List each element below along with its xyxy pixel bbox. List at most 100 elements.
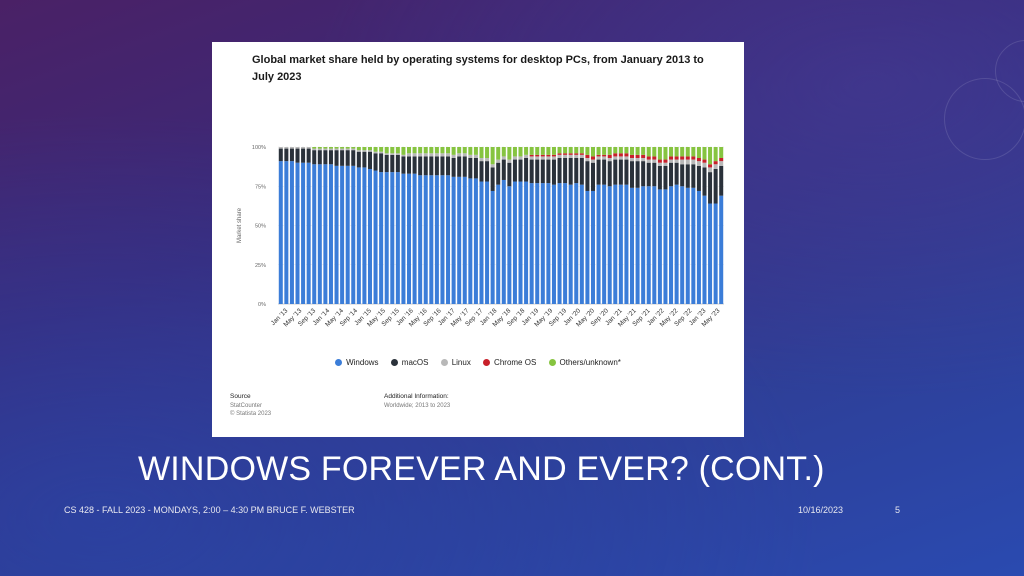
bar-segment bbox=[468, 178, 473, 304]
bar-segment bbox=[312, 148, 317, 151]
bar-segment bbox=[657, 159, 662, 163]
bar-segment bbox=[568, 154, 573, 158]
legend-swatch bbox=[483, 359, 491, 366]
bar-segment bbox=[696, 165, 701, 191]
bar-segment bbox=[379, 153, 384, 173]
bar-segment bbox=[518, 159, 523, 182]
bar-segment bbox=[490, 190, 495, 304]
bar-segment bbox=[696, 190, 701, 304]
bar-segment bbox=[462, 156, 467, 177]
bar-segment bbox=[401, 173, 406, 304]
bar-segment bbox=[390, 172, 395, 304]
bar-segment bbox=[423, 156, 428, 176]
additional-info-heading: Additional Information: bbox=[384, 393, 449, 400]
bar-segment bbox=[641, 154, 646, 158]
bar-segment bbox=[719, 161, 724, 166]
legend-label: Chrome OS bbox=[494, 358, 537, 367]
bar-segment bbox=[429, 175, 434, 304]
bar-segment bbox=[708, 203, 713, 304]
bar-segment bbox=[446, 147, 451, 154]
footer-course-info: CS 428 - FALL 2023 - MONDAYS, 2:00 – 4:3… bbox=[64, 505, 355, 515]
bar-segment bbox=[546, 183, 551, 304]
bar-segment bbox=[462, 176, 467, 304]
bar-segment bbox=[585, 190, 590, 304]
bar-segment bbox=[295, 148, 300, 163]
legend-label: Others/unknown* bbox=[559, 358, 621, 367]
bar-segment bbox=[719, 195, 724, 304]
bar-segment bbox=[395, 154, 400, 173]
bar-segment bbox=[646, 186, 651, 304]
y-tick-label: 100% bbox=[252, 145, 266, 151]
bar-segment bbox=[317, 148, 322, 151]
bar-segment bbox=[468, 157, 473, 179]
bar-segment bbox=[373, 147, 378, 152]
bar-segment bbox=[457, 147, 462, 154]
bar-segment bbox=[663, 162, 668, 166]
bar-segment bbox=[490, 167, 495, 191]
bar-segment bbox=[613, 156, 618, 160]
bar-segment bbox=[702, 147, 707, 160]
bar-segment bbox=[613, 159, 618, 185]
bar-segment bbox=[590, 159, 595, 163]
bar-segment bbox=[373, 170, 378, 304]
bar-segment bbox=[440, 153, 445, 157]
bar-segment bbox=[490, 147, 495, 165]
legend-swatch bbox=[335, 359, 343, 366]
source-line: © Statista 2023 bbox=[230, 411, 272, 417]
bar-segment bbox=[512, 159, 517, 182]
bar-segment bbox=[719, 147, 724, 158]
bar-segment bbox=[301, 147, 306, 149]
bar-segment bbox=[524, 154, 529, 158]
legend-swatch bbox=[440, 359, 448, 366]
bar-segment bbox=[590, 190, 595, 304]
bar-segment bbox=[680, 159, 685, 165]
bar-segment bbox=[535, 154, 540, 157]
bar-segment bbox=[384, 172, 389, 304]
bar-segment bbox=[557, 157, 562, 184]
bar-segment bbox=[412, 153, 417, 157]
bar-segment bbox=[301, 162, 306, 304]
bar-segment bbox=[702, 167, 707, 196]
bar-segment bbox=[563, 183, 568, 304]
bar-segment bbox=[719, 157, 724, 162]
bar-segment bbox=[440, 175, 445, 304]
bar-segment bbox=[568, 184, 573, 304]
bar-segment bbox=[473, 154, 478, 158]
bar-segment bbox=[384, 147, 389, 154]
bar-segment bbox=[652, 162, 657, 187]
bar-segment bbox=[680, 147, 685, 157]
bar-segment bbox=[278, 148, 283, 162]
bar-segment bbox=[663, 159, 668, 163]
bar-segment bbox=[446, 156, 451, 176]
bar-segment bbox=[702, 195, 707, 304]
bar-segment bbox=[529, 147, 534, 155]
bar-segment bbox=[418, 153, 423, 157]
bar-segment bbox=[295, 162, 300, 304]
bar-segment bbox=[574, 147, 579, 154]
bar-segment bbox=[340, 147, 345, 149]
bar-segment bbox=[490, 164, 495, 168]
bar-segment bbox=[289, 148, 294, 162]
bar-segment bbox=[652, 186, 657, 304]
bar-segment bbox=[434, 175, 439, 304]
bar-segment bbox=[669, 147, 674, 157]
bar-segment bbox=[674, 159, 679, 163]
bar-segment bbox=[590, 147, 595, 157]
bar-segment bbox=[340, 165, 345, 304]
bar-segment bbox=[323, 148, 328, 151]
bar-segment bbox=[618, 147, 623, 154]
bar-segment bbox=[473, 157, 478, 179]
bar-segment bbox=[635, 161, 640, 188]
bar-segment bbox=[485, 157, 490, 162]
bar-segment bbox=[585, 154, 590, 158]
bar-segment bbox=[696, 157, 701, 162]
bar-segment bbox=[507, 159, 512, 163]
bar-segment bbox=[674, 184, 679, 304]
bar-segment bbox=[669, 186, 674, 304]
bar-segment bbox=[462, 147, 467, 154]
bar-segment bbox=[535, 159, 540, 184]
bar-segment bbox=[602, 147, 607, 155]
bar-segment bbox=[579, 153, 584, 155]
bar-segment bbox=[624, 159, 629, 185]
bar-segment bbox=[356, 151, 361, 168]
